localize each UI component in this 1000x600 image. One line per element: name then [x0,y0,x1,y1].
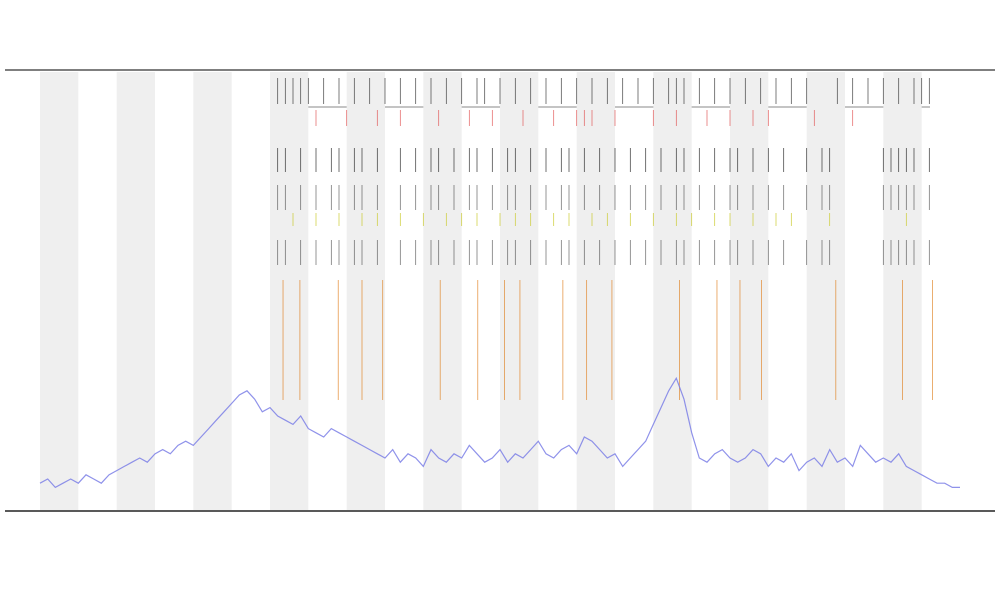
shaded-band [806,72,845,510]
shaded-band [193,72,232,510]
shaded-band [730,72,769,510]
shaded-band [346,72,385,510]
shaded-band [270,72,309,510]
shaded-band [423,72,462,510]
plot [39,72,960,510]
shaded-band [576,72,615,510]
shaded-band [653,72,692,510]
series-line [39,376,960,489]
shaded-band [116,72,155,510]
shaded-band [40,72,79,510]
shaded-band [500,72,539,510]
